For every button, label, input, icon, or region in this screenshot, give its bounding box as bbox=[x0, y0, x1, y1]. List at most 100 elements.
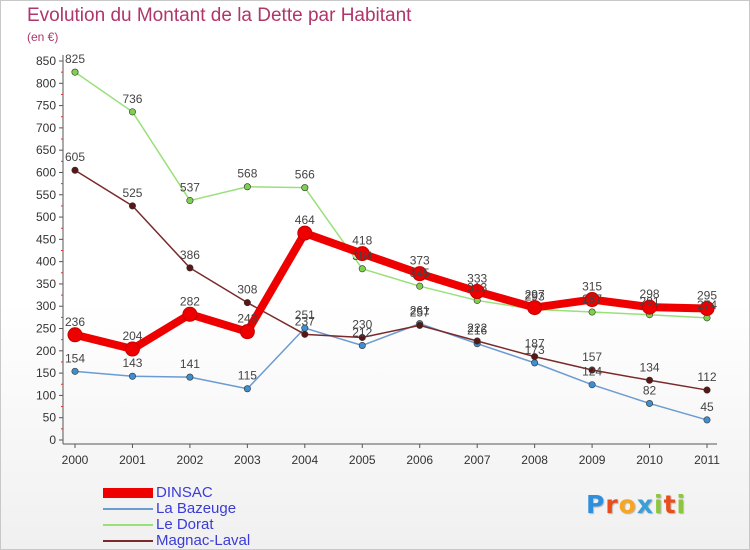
data-point bbox=[243, 385, 251, 393]
data-point bbox=[301, 330, 309, 338]
data-point bbox=[186, 197, 194, 205]
series-line bbox=[71, 229, 711, 354]
series-magnac-laval bbox=[71, 166, 711, 394]
data-point bbox=[128, 202, 136, 210]
y-tick-label: 50 bbox=[43, 411, 57, 425]
series-line bbox=[74, 169, 708, 391]
data-point bbox=[642, 299, 658, 315]
y-tick-label: 450 bbox=[36, 232, 56, 246]
y-tick-label: 700 bbox=[36, 121, 56, 135]
data-label: 157 bbox=[582, 350, 602, 364]
data-label: 537 bbox=[180, 181, 200, 195]
y-tick-label: 850 bbox=[36, 54, 56, 68]
legend-label: DINSAC bbox=[156, 484, 213, 501]
data-label: 237 bbox=[295, 314, 315, 328]
data-label: 566 bbox=[295, 168, 315, 182]
y-tick-label: 200 bbox=[36, 344, 56, 358]
data-point bbox=[354, 246, 370, 262]
series-la-bazeuge bbox=[71, 320, 711, 424]
data-point bbox=[186, 264, 194, 272]
y-tick-label: 500 bbox=[36, 210, 56, 224]
y-tick-label: 800 bbox=[36, 76, 56, 90]
x-tick-label: 2001 bbox=[119, 453, 146, 467]
data-label: 274 bbox=[697, 298, 717, 312]
data-label: 345 bbox=[410, 266, 430, 280]
data-label: 568 bbox=[237, 167, 257, 181]
x-tick-label: 2008 bbox=[521, 453, 548, 467]
data-point bbox=[527, 300, 543, 316]
data-label: 124 bbox=[582, 365, 602, 379]
data-label: 308 bbox=[237, 283, 257, 297]
x-tick-label: 2007 bbox=[464, 453, 491, 467]
data-label: 141 bbox=[180, 357, 200, 371]
data-label: 212 bbox=[352, 325, 372, 339]
y-tick-label: 650 bbox=[36, 143, 56, 157]
series-dinsac bbox=[67, 225, 715, 357]
y-tick-label: 600 bbox=[36, 165, 56, 179]
data-label: 143 bbox=[122, 356, 142, 370]
data-label: 297 bbox=[525, 288, 545, 302]
data-label: 204 bbox=[122, 329, 142, 343]
data-label: 525 bbox=[122, 186, 142, 200]
series-le-dorat bbox=[71, 68, 711, 322]
data-label: 173 bbox=[525, 343, 545, 357]
data-label: 418 bbox=[352, 234, 372, 248]
data-label: 315 bbox=[582, 280, 602, 294]
y-tick-label: 250 bbox=[36, 322, 56, 336]
y-tick-label: 400 bbox=[36, 255, 56, 269]
data-point bbox=[239, 324, 255, 340]
chart-unit-label: (en €) bbox=[27, 30, 59, 44]
data-label: 154 bbox=[65, 351, 85, 365]
legend-label: Le Dorat bbox=[156, 516, 214, 533]
brand-letter: i bbox=[676, 490, 687, 519]
data-label: 261 bbox=[410, 304, 430, 318]
legend-swatch bbox=[103, 540, 153, 542]
data-label: 605 bbox=[65, 150, 85, 164]
brand-letter: r bbox=[605, 490, 619, 519]
legend-label: La Bazeuge bbox=[156, 500, 237, 517]
data-point bbox=[71, 166, 79, 174]
data-point bbox=[588, 381, 596, 389]
data-label: 243 bbox=[237, 312, 257, 326]
x-tick-label: 2011 bbox=[694, 453, 720, 467]
data-label: 251 bbox=[295, 308, 315, 322]
data-label: 115 bbox=[238, 369, 257, 383]
data-label: 386 bbox=[180, 248, 200, 262]
series-line bbox=[74, 71, 708, 319]
x-tick-label: 2009 bbox=[579, 453, 606, 467]
data-point bbox=[186, 373, 194, 381]
data-point bbox=[301, 184, 309, 192]
x-tick-label: 2000 bbox=[62, 453, 89, 467]
data-point bbox=[128, 108, 136, 116]
y-tick-label: 550 bbox=[36, 188, 56, 202]
data-point bbox=[588, 308, 596, 316]
y-tick-label: 300 bbox=[36, 299, 56, 313]
data-label: 825 bbox=[65, 52, 85, 66]
x-tick-label: 2003 bbox=[234, 453, 261, 467]
data-point bbox=[182, 306, 198, 322]
data-point bbox=[243, 299, 251, 307]
data-label: 295 bbox=[697, 288, 717, 302]
data-label: 293 bbox=[525, 289, 545, 303]
data-point bbox=[358, 341, 366, 349]
y-tick-label: 350 bbox=[36, 277, 56, 291]
brand-logo: Proxiti bbox=[586, 490, 686, 519]
data-label: 464 bbox=[295, 213, 315, 227]
data-label: 333 bbox=[467, 272, 487, 286]
data-label: 222 bbox=[467, 321, 487, 335]
chart-title: Evolution du Montant de la Dette par Hab… bbox=[27, 5, 412, 26]
data-point bbox=[416, 282, 424, 290]
data-point bbox=[699, 300, 715, 316]
series-line bbox=[74, 322, 708, 421]
data-label: 45 bbox=[700, 400, 714, 414]
x-tick-label: 2004 bbox=[291, 453, 318, 467]
data-point bbox=[358, 265, 366, 273]
data-label: 384 bbox=[352, 249, 372, 263]
brand-letter: P bbox=[586, 490, 606, 519]
y-tick-label: 150 bbox=[36, 366, 56, 380]
data-point bbox=[71, 68, 79, 76]
data-label: 736 bbox=[122, 92, 142, 106]
data-point bbox=[703, 386, 711, 394]
